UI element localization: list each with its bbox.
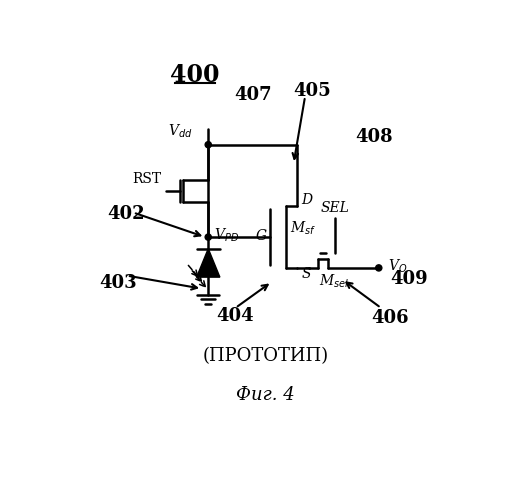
Text: 400: 400 xyxy=(170,64,220,88)
Text: 409: 409 xyxy=(390,270,428,288)
Text: 403: 403 xyxy=(100,274,138,292)
Text: G: G xyxy=(255,228,266,242)
Text: 406: 406 xyxy=(371,309,408,327)
Text: 404: 404 xyxy=(216,306,254,324)
Text: 408: 408 xyxy=(356,128,393,146)
Text: M$_{sel}$: M$_{sel}$ xyxy=(320,273,350,290)
Circle shape xyxy=(205,234,211,240)
Text: M$_{sf}$: M$_{sf}$ xyxy=(290,219,316,236)
Text: D: D xyxy=(301,193,312,207)
Polygon shape xyxy=(197,248,220,277)
Text: Фиг. 4: Фиг. 4 xyxy=(236,386,295,404)
Circle shape xyxy=(205,142,211,148)
Text: 405: 405 xyxy=(294,82,331,100)
Circle shape xyxy=(376,265,382,271)
Text: V$_{PD}$: V$_{PD}$ xyxy=(214,227,239,244)
Text: 402: 402 xyxy=(107,205,145,223)
Text: SEL: SEL xyxy=(320,201,349,215)
Text: (ПРОТОТИП): (ПРОТОТИП) xyxy=(202,348,329,366)
Text: V$_{O}$: V$_{O}$ xyxy=(388,258,407,275)
Text: S: S xyxy=(301,267,311,281)
Text: 407: 407 xyxy=(234,86,271,103)
Text: RST: RST xyxy=(133,172,162,186)
Text: V$_{dd}$: V$_{dd}$ xyxy=(168,122,193,140)
